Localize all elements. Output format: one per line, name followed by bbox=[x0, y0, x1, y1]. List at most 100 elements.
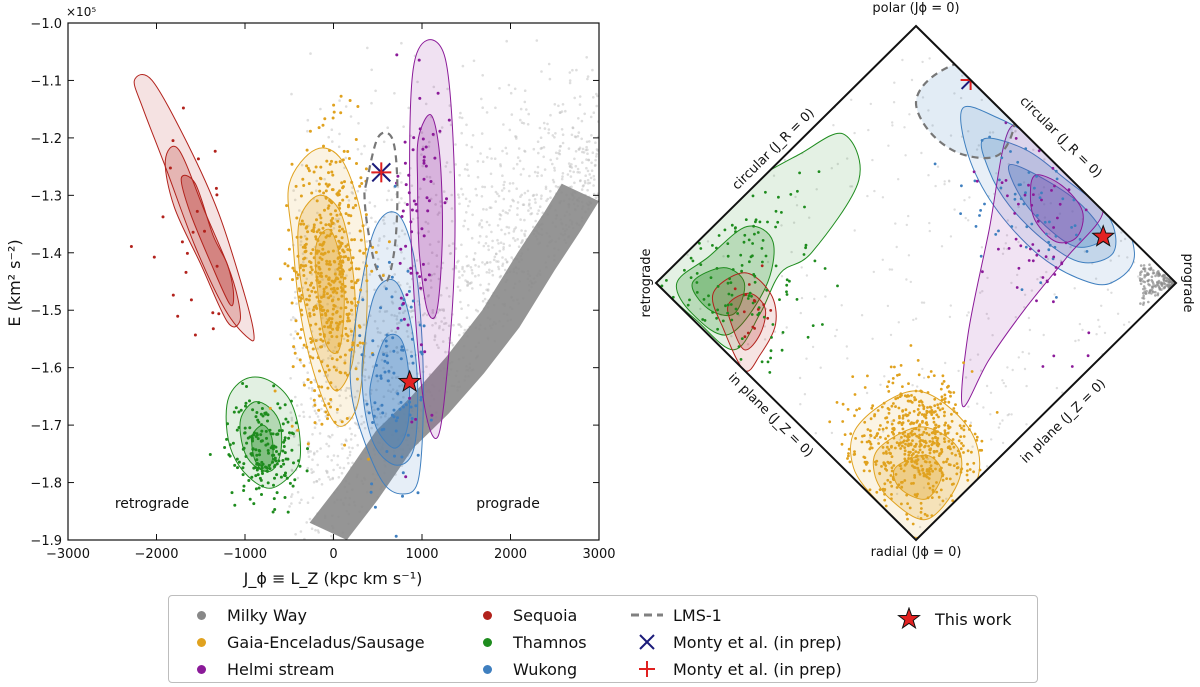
milky-way-point bbox=[1120, 231, 1123, 234]
milky-way-point bbox=[1168, 285, 1172, 288]
wukong-point bbox=[385, 450, 389, 453]
milky-way-point bbox=[1030, 289, 1034, 292]
legend-dot-icon bbox=[196, 637, 206, 647]
milky-way-point bbox=[1074, 339, 1077, 343]
thamnos-point bbox=[766, 360, 770, 364]
milky-way-point bbox=[503, 232, 507, 236]
thamnos-point bbox=[273, 476, 276, 480]
milky-way-point bbox=[586, 169, 590, 173]
milky-way-point bbox=[471, 134, 475, 137]
milky-way-point bbox=[389, 350, 392, 353]
milky-way-point bbox=[342, 337, 346, 341]
milky-way-point bbox=[1144, 292, 1147, 295]
milky-way-point bbox=[442, 190, 446, 193]
gaia-enceladus-sausage-point bbox=[912, 409, 916, 413]
gaia-enceladus-sausage-point bbox=[311, 347, 315, 351]
thamnos-point bbox=[785, 290, 788, 294]
gaia-enceladus-sausage-point bbox=[323, 208, 326, 212]
gaia-enceladus-sausage-point bbox=[875, 459, 879, 463]
thamnos-point bbox=[279, 475, 283, 479]
gaia-enceladus-sausage-point bbox=[847, 452, 850, 455]
milky-way-point bbox=[991, 334, 994, 337]
thamnos-point bbox=[764, 190, 767, 194]
milky-way-point bbox=[425, 175, 429, 179]
gaia-enceladus-sausage-point bbox=[364, 247, 368, 251]
thamnos-point bbox=[256, 418, 260, 422]
thamnos-point bbox=[729, 281, 733, 284]
milky-way-point bbox=[543, 168, 547, 171]
wukong-point bbox=[959, 212, 962, 216]
milky-way-point bbox=[986, 276, 989, 280]
gaia-enceladus-sausage-point bbox=[340, 227, 344, 231]
milky-way-point bbox=[298, 414, 301, 418]
lms1-dashed-contour bbox=[363, 131, 399, 284]
gaia-enceladus-sausage-point bbox=[868, 488, 872, 492]
milky-way-point bbox=[470, 281, 473, 284]
milky-way-point bbox=[539, 147, 543, 150]
gaia-enceladus-sausage-point bbox=[320, 345, 324, 349]
gaia-enceladus-sausage-point bbox=[891, 475, 895, 479]
gaia-enceladus-sausage-point bbox=[330, 335, 334, 338]
milky-way-point bbox=[393, 92, 396, 95]
gaia-enceladus-sausage-point bbox=[883, 482, 887, 486]
edge-label-inplane-left: in plane (J_Z = 0) bbox=[725, 370, 816, 460]
milky-way-point bbox=[512, 236, 515, 240]
milky-way-point bbox=[436, 213, 440, 216]
gaia-enceladus-sausage-point bbox=[972, 470, 975, 474]
legend-label: Monty et al. (in prep) bbox=[673, 632, 842, 652]
milky-way-point bbox=[368, 305, 371, 308]
milky-way-point bbox=[482, 207, 485, 211]
wukong-point bbox=[387, 369, 391, 373]
thamnos-point bbox=[671, 295, 675, 299]
wukong-point bbox=[1044, 232, 1048, 236]
milky-way-point bbox=[450, 207, 454, 210]
milky-way-point bbox=[382, 140, 386, 144]
milky-way-point bbox=[485, 271, 489, 274]
wukong-point bbox=[404, 403, 408, 407]
milky-way-point bbox=[576, 134, 580, 138]
milky-way-point bbox=[496, 224, 500, 227]
milky-way-point bbox=[460, 243, 463, 247]
gaia-enceladus-sausage-point bbox=[901, 432, 905, 435]
milky-way-point bbox=[338, 132, 341, 136]
milky-way-point bbox=[378, 237, 381, 240]
gaia-enceladus-sausage-point bbox=[921, 421, 924, 424]
wukong-point bbox=[1048, 243, 1052, 247]
gaia-enceladus-sausage-point bbox=[905, 493, 909, 497]
gaia-enceladus-sausage-point bbox=[359, 176, 363, 180]
sequoia-point bbox=[214, 186, 218, 190]
gaia-enceladus-sausage-point bbox=[916, 466, 920, 470]
gaia-enceladus-sausage-point bbox=[329, 294, 333, 298]
milky-way-point bbox=[471, 213, 474, 217]
gaia-enceladus-sausage-point bbox=[909, 344, 913, 347]
milky-way-point bbox=[514, 226, 518, 229]
thamnos-point bbox=[740, 269, 743, 273]
gaia-enceladus-sausage-point bbox=[901, 409, 904, 413]
gaia-enceladus-sausage-point bbox=[890, 445, 893, 449]
gaia-enceladus-sausage-point bbox=[292, 269, 296, 273]
milky-way-point bbox=[1027, 316, 1031, 320]
milky-way-point bbox=[385, 198, 389, 202]
milky-way-point bbox=[519, 173, 523, 176]
wukong-point bbox=[973, 179, 977, 183]
helmi-stream-point bbox=[1006, 194, 1009, 198]
gaia-enceladus-sausage-point bbox=[881, 446, 885, 449]
thamnos-point bbox=[804, 243, 808, 247]
milky-way-point bbox=[568, 71, 572, 74]
milky-way-point bbox=[560, 177, 564, 181]
milky-way-point bbox=[297, 443, 301, 447]
gaia-enceladus-sausage-point bbox=[895, 441, 899, 444]
milky-way-point bbox=[985, 465, 989, 468]
gaia-enceladus-sausage-point bbox=[890, 455, 894, 458]
gaia-enceladus-sausage-point bbox=[962, 428, 966, 432]
thamnos-point bbox=[771, 323, 775, 326]
milky-way-point bbox=[400, 229, 404, 232]
thamnos-point bbox=[260, 469, 264, 473]
milky-way-point bbox=[428, 243, 432, 246]
milky-way-point bbox=[343, 359, 347, 362]
thamnos-point bbox=[291, 432, 295, 436]
gaia-enceladus-sausage-point bbox=[949, 447, 952, 451]
thamnos-point bbox=[258, 449, 262, 453]
gaia-enceladus-sausage-point bbox=[950, 452, 954, 455]
milky-way-point bbox=[478, 222, 482, 225]
